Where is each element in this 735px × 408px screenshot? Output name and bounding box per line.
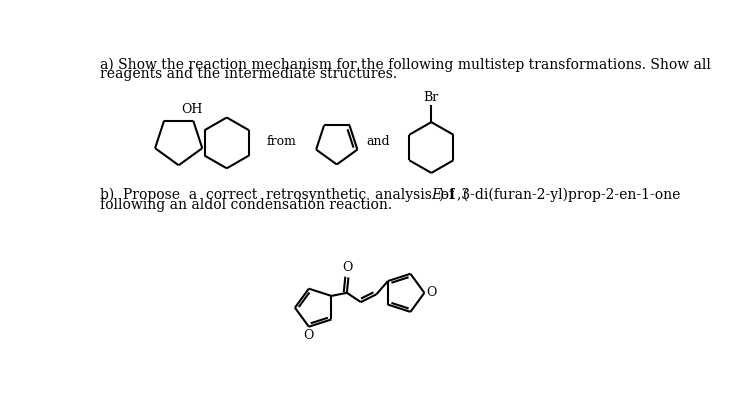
- Text: O: O: [304, 329, 314, 342]
- Text: reagents and the intermediate structures.: reagents and the intermediate structures…: [100, 67, 397, 81]
- Text: Br: Br: [423, 91, 439, 104]
- Text: b)  Propose  a  correct  retrosynthetic  analysis  of  (: b) Propose a correct retrosynthetic anal…: [100, 188, 468, 202]
- Text: O: O: [427, 286, 437, 299]
- Text: from: from: [267, 135, 297, 148]
- Text: O: O: [343, 262, 353, 274]
- Text: E: E: [431, 188, 442, 202]
- Text: and: and: [367, 135, 390, 148]
- Text: a) Show the reaction mechanism for the following multistep transformations. Show: a) Show the reaction mechanism for the f…: [100, 58, 711, 72]
- Text: )-1,3-di(furan-2-yl)prop-2-en-1-one: )-1,3-di(furan-2-yl)prop-2-en-1-one: [438, 188, 681, 202]
- Text: following an aldol condensation reaction.: following an aldol condensation reaction…: [100, 197, 392, 212]
- Text: OH: OH: [181, 103, 202, 116]
